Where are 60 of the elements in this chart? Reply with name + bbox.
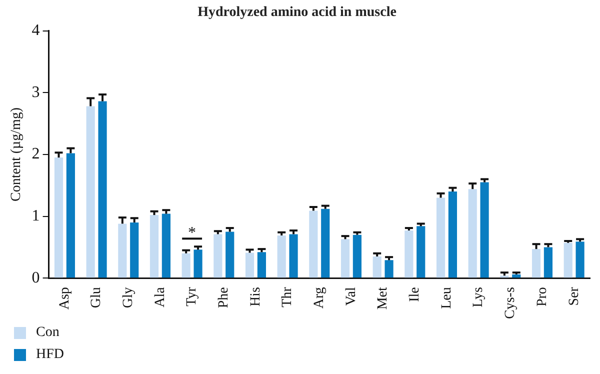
bar: [245, 252, 254, 278]
bar: [86, 106, 95, 278]
x-tick-label: Arg: [312, 287, 328, 309]
bar: [544, 247, 553, 278]
bar: [404, 230, 414, 278]
bar: [309, 210, 318, 278]
bar: [150, 215, 159, 278]
bar: [214, 234, 222, 278]
legend-label: HFD: [36, 347, 64, 363]
x-tick-label: Ala: [152, 286, 168, 308]
bar: [512, 274, 521, 278]
y-axis-title: Content (µg/mg): [9, 107, 24, 202]
y-tick-label: 2: [32, 146, 40, 163]
chart-title: Hydrolyzed amino acid in muscle: [198, 5, 396, 20]
x-tick-label: Ser: [566, 286, 582, 306]
annotation: *: [188, 224, 196, 242]
bar: [532, 249, 541, 278]
bar: [372, 256, 382, 278]
x-tick-label: Met: [376, 287, 391, 310]
legend-label: Con: [36, 325, 60, 341]
x-tick-label: Ile: [408, 287, 423, 302]
bar: [468, 189, 477, 278]
bar: [340, 239, 350, 278]
x-tick-label: Leu: [439, 287, 454, 309]
bar: [564, 242, 572, 278]
bar: [436, 198, 446, 278]
x-tick-label: Phe: [216, 287, 232, 308]
x-tick-label: Asp: [57, 287, 72, 310]
x-tick-label: His: [248, 287, 264, 307]
bar: [480, 182, 489, 278]
x-tick-label: Glu: [89, 287, 104, 308]
bar: [182, 253, 190, 278]
x-tick-label: Thr: [280, 286, 296, 308]
x-tick-label: Tyr: [184, 286, 200, 306]
bar: [416, 226, 426, 278]
bar: [352, 234, 362, 278]
bar: [66, 153, 75, 278]
bar: [277, 235, 286, 278]
y-tick-label: 3: [32, 84, 40, 101]
bar: [54, 158, 64, 278]
x-tick-label: Val: [344, 287, 359, 306]
bar: [448, 192, 458, 278]
bar: [98, 101, 107, 278]
y-tick-label: 1: [32, 207, 40, 224]
x-tick-label: Cys-s: [503, 287, 518, 320]
x-tick-label: Lys: [471, 287, 486, 308]
bar: [130, 222, 139, 278]
bar: [384, 260, 394, 278]
bar: [576, 242, 584, 278]
y-tick-label: 4: [32, 22, 40, 40]
x-tick-label: Pro: [534, 287, 550, 307]
bar: [226, 232, 234, 278]
bar: [321, 208, 330, 278]
x-tick-label: Gly: [121, 287, 136, 308]
bar: [118, 224, 127, 278]
bar: [289, 234, 298, 278]
bar: [194, 250, 202, 278]
y-tick-label: 0: [32, 269, 40, 286]
bar: [162, 214, 170, 278]
bar: [257, 252, 266, 278]
